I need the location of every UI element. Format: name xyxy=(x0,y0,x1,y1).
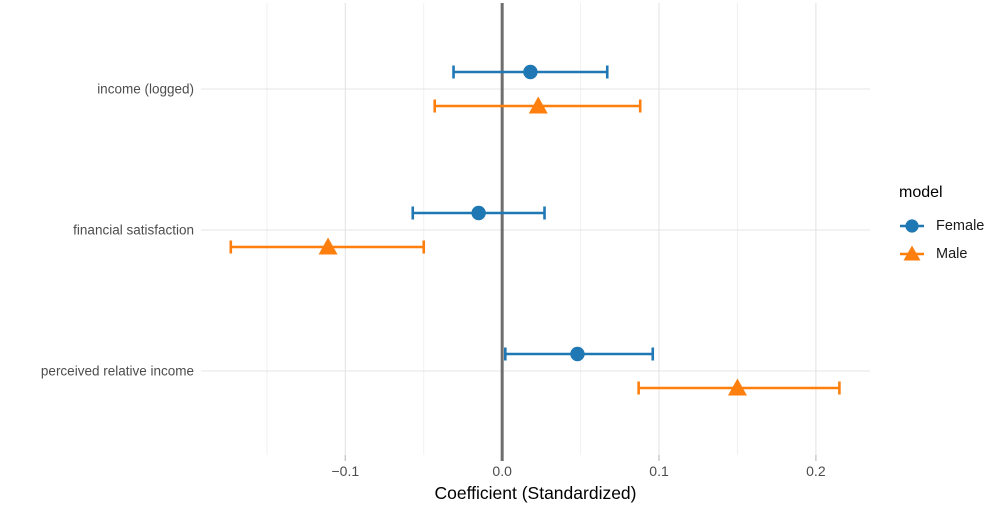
x-tick-label: 0.1 xyxy=(649,463,669,479)
y-axis-label-perceived-relative-income: perceived relative income xyxy=(40,363,194,379)
point-female-1 xyxy=(471,205,486,221)
x-tick-label: −0.1 xyxy=(331,463,360,479)
x-tick-label: 0.0 xyxy=(492,463,512,479)
legend-label-female: Female xyxy=(936,218,985,234)
point-male-1 xyxy=(318,237,338,255)
legend-entry-male: Male xyxy=(897,240,984,268)
legend-entry-female: Female xyxy=(897,212,984,240)
legend: model Female Male xyxy=(897,184,984,268)
point-male-2 xyxy=(727,378,747,396)
y-axis-label-financial-satisfaction: financial satisfaction xyxy=(73,222,194,238)
point-female-2 xyxy=(570,346,585,362)
y-axis-label-income: income (logged) xyxy=(97,81,194,97)
point-male-0 xyxy=(528,96,548,114)
x-axis-title: Coefficient (Standardized) xyxy=(434,483,637,503)
point-female-0 xyxy=(523,64,538,80)
male-triangle-icon xyxy=(900,245,924,261)
legend-label-male: Male xyxy=(936,246,968,262)
female-circle-icon xyxy=(900,219,924,233)
legend-title: model xyxy=(899,184,943,201)
x-tick-label: 0.2 xyxy=(806,463,826,479)
